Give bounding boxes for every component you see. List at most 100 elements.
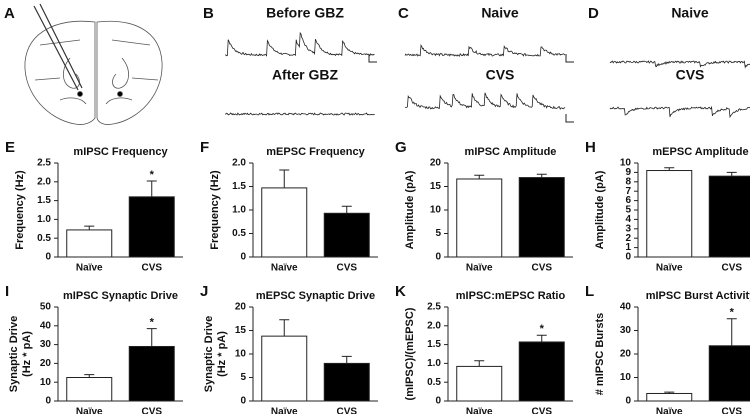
significance: * <box>150 169 155 181</box>
trace <box>224 31 375 57</box>
bar <box>456 365 503 402</box>
error-bar <box>341 355 352 364</box>
error-bar <box>664 167 675 171</box>
y-tick-label: 1.5 <box>232 181 246 192</box>
y-axis-label: # mIPSC Bursts <box>594 313 606 396</box>
y-tick-label: 15 <box>430 181 442 192</box>
y-tick-label: 10 <box>40 377 52 388</box>
bar <box>646 170 693 258</box>
y-tick-label: 5 <box>435 228 441 239</box>
y-tick-label: 40 <box>620 302 632 313</box>
chart-title: mIPSC Frequency <box>73 146 168 158</box>
y-axis-label: Amplitude (pA) <box>404 170 416 249</box>
x-tick-label: CVS <box>336 407 357 414</box>
chart-title: mEPSC Synaptic Drive <box>256 290 375 302</box>
panel-letter: G <box>395 139 407 156</box>
error-bar <box>146 180 157 197</box>
y-tick-label: 40 <box>40 320 52 331</box>
y-tick-label: 1.0 <box>37 214 51 225</box>
y-tick-label: 2.5 <box>427 302 441 313</box>
error-bar <box>279 169 290 188</box>
scale-bar <box>368 54 377 63</box>
trace-label: After GBZ <box>272 67 339 83</box>
y-axis-label: (Hz * pA) <box>216 331 228 377</box>
error-bar <box>474 360 485 367</box>
scale-bar <box>565 114 574 123</box>
y-tick-label: 1.5 <box>37 195 51 206</box>
significance: * <box>540 323 545 335</box>
trace-label: Naive <box>481 5 519 21</box>
y-tick-label: 10 <box>620 158 632 169</box>
panel-letter: I <box>5 283 9 300</box>
panel-letter: B <box>203 5 214 22</box>
y-tick-label: 0.5 <box>37 233 51 244</box>
significance: * <box>730 307 735 319</box>
y-tick-label: 10 <box>430 205 442 216</box>
x-tick-label: Naïve <box>76 407 103 414</box>
y-axis-label: (Hz * pA) <box>21 331 33 377</box>
error-bar <box>664 391 675 394</box>
bar <box>66 377 113 402</box>
y-tick-label: 1.0 <box>427 358 441 369</box>
y-tick-label: 0 <box>625 252 631 263</box>
error-bar <box>279 319 290 337</box>
y-tick-label: 20 <box>235 302 247 313</box>
error-bar <box>146 328 157 347</box>
bar <box>261 187 308 258</box>
y-tick-label: 2.0 <box>427 320 441 331</box>
trace-label: CVS <box>676 67 705 83</box>
x-tick-label: Naïve <box>271 263 298 274</box>
trace <box>224 112 375 116</box>
bar <box>128 196 175 258</box>
y-tick-label: 6 <box>625 195 631 206</box>
bar <box>128 345 175 402</box>
chart-title: mIPSC Synaptic Drive <box>63 290 178 302</box>
panel-letter: J <box>200 283 208 300</box>
x-tick-label: CVS <box>531 263 552 274</box>
y-tick-label: 0.5 <box>427 377 441 388</box>
y-tick-label: 0 <box>45 396 51 407</box>
bar <box>518 177 565 258</box>
y-tick-label: 1.5 <box>427 339 441 350</box>
y-tick-label: 0 <box>625 396 631 407</box>
x-tick-label: CVS <box>721 407 742 414</box>
y-tick-label: 20 <box>620 349 632 360</box>
trace <box>404 92 566 110</box>
x-tick-label: CVS <box>336 263 357 274</box>
panel-letter: K <box>395 283 406 300</box>
chart-title: mEPSC Frequency <box>266 146 365 158</box>
x-tick-label: Naïve <box>466 407 493 414</box>
panel-letter: C <box>398 5 409 22</box>
bar <box>323 212 370 258</box>
x-tick-label: Naïve <box>76 263 103 274</box>
bar <box>456 178 503 258</box>
bar <box>646 392 693 402</box>
error-bar <box>726 171 737 177</box>
y-tick-label: 5 <box>240 372 246 383</box>
error-bar <box>726 318 737 346</box>
y-tick-label: 2.5 <box>37 158 51 169</box>
y-tick-label: 0 <box>435 252 441 263</box>
y-tick-label: 1.0 <box>232 205 246 216</box>
y-tick-label: 3 <box>625 223 631 234</box>
y-tick-label: 10 <box>235 349 247 360</box>
significance: * <box>150 317 155 329</box>
trace <box>609 60 750 69</box>
chart-title: mEPSC Amplitude <box>652 146 748 158</box>
bar <box>66 229 113 258</box>
x-tick-label: CVS <box>721 263 742 274</box>
error-bar <box>341 205 352 214</box>
y-tick-label: 2.0 <box>232 158 246 169</box>
y-axis-label: (mIPSC)/(mEPSC) <box>404 307 416 400</box>
y-tick-label: 0 <box>45 252 51 263</box>
y-tick-label: 4 <box>625 214 631 225</box>
x-tick-label: CVS <box>531 407 552 414</box>
y-tick-label: 0 <box>435 396 441 407</box>
trace <box>404 44 566 57</box>
panel-letter: A <box>4 5 15 22</box>
x-tick-label: CVS <box>141 407 162 414</box>
y-tick-label: 2 <box>625 233 631 244</box>
bar <box>261 335 308 402</box>
y-tick-label: 0 <box>240 252 246 263</box>
